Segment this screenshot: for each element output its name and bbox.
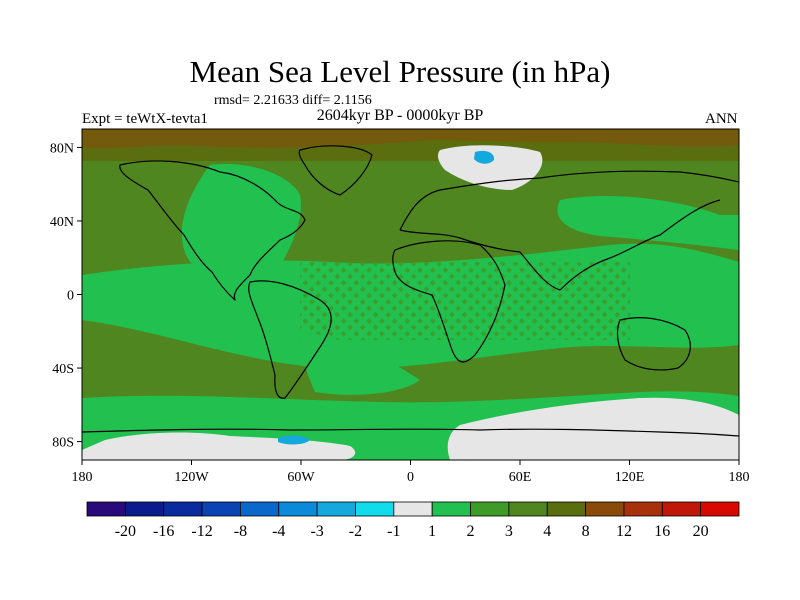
colorbar-label: -2 bbox=[349, 523, 362, 540]
colorbar-label: 3 bbox=[505, 523, 513, 540]
x-tick-label: 60W bbox=[287, 470, 315, 485]
colorbar-label: -3 bbox=[310, 523, 323, 540]
colorbar-label: -12 bbox=[191, 523, 212, 540]
colorbar-swatch bbox=[316, 501, 356, 517]
colorbar-label: -1 bbox=[387, 523, 400, 540]
colorbar-swatch bbox=[431, 501, 471, 517]
colorbar-swatch bbox=[585, 501, 625, 517]
coastlines bbox=[82, 145, 739, 437]
colorbar-swatch bbox=[86, 501, 126, 517]
coast-greenland bbox=[298, 145, 373, 196]
colorbar-label: 1 bbox=[428, 523, 436, 540]
x-tick-label: 0 bbox=[407, 470, 414, 485]
rmsd-diff-stats: rmsd= 2.21633 diff= 2.1156 bbox=[214, 93, 372, 108]
colorbar-label: 12 bbox=[616, 523, 632, 540]
x-tick-label: 120W bbox=[174, 470, 209, 485]
x-tick-label: 120E bbox=[615, 470, 645, 485]
y-tick-label: 0 bbox=[67, 289, 74, 304]
y-tick-label: 80S bbox=[52, 436, 74, 451]
field-weddell-low bbox=[278, 435, 310, 445]
colorbar-label: 20 bbox=[693, 523, 709, 540]
colorbar-label: 8 bbox=[582, 523, 590, 540]
colorbar-swatch bbox=[546, 501, 586, 517]
colorbar-swatch bbox=[393, 501, 433, 517]
colorbar-swatch bbox=[508, 501, 548, 517]
colorbar-label: -20 bbox=[115, 523, 136, 540]
field-barents-kara-low bbox=[437, 145, 543, 190]
y-tick-label: 80N bbox=[50, 141, 74, 156]
x-tick-label: 60E bbox=[509, 470, 532, 485]
season-label: ANN bbox=[705, 111, 738, 127]
colorbar-swatch bbox=[470, 501, 510, 517]
coast-north-america bbox=[119, 160, 306, 301]
colorbar-label: -4 bbox=[272, 523, 285, 540]
colorbar-label: 16 bbox=[654, 523, 670, 540]
y-tick-label: 40S bbox=[52, 362, 74, 377]
coast-antarctica bbox=[82, 428, 739, 437]
colorbar-swatch bbox=[240, 501, 280, 517]
colorbar-label: 2 bbox=[467, 523, 475, 540]
colorbar-swatch bbox=[623, 501, 663, 517]
map-field bbox=[82, 129, 739, 460]
field-barents-core bbox=[474, 150, 495, 164]
colorbar-swatch bbox=[700, 501, 740, 517]
x-tick-label: 180 bbox=[72, 470, 93, 485]
y-axis: 80N 40N 0 40S 80S bbox=[50, 141, 82, 451]
colorbar-label: -8 bbox=[234, 523, 247, 540]
field-arctic-margin bbox=[82, 129, 739, 149]
experiment-label: Expt = teWtX-tevta1 bbox=[82, 111, 208, 127]
field-north-atlantic-high bbox=[181, 164, 301, 281]
colorbar-swatch bbox=[124, 501, 165, 517]
colorbar-swatch bbox=[163, 501, 203, 517]
colorbar-label: -16 bbox=[153, 523, 174, 540]
colorbar-label: 4 bbox=[543, 523, 551, 540]
coast-australia bbox=[616, 317, 691, 371]
field-south-atlantic bbox=[300, 330, 420, 395]
colorbar-swatch bbox=[661, 501, 702, 517]
field-north-pacific bbox=[557, 195, 739, 250]
colorbar-swatch bbox=[355, 501, 395, 517]
colorbar-swatch bbox=[201, 501, 241, 517]
coast-eurasia bbox=[399, 170, 739, 291]
colorbar-swatch bbox=[278, 501, 318, 517]
x-tick-label: 180 bbox=[729, 470, 750, 485]
field-east-antarctica bbox=[447, 397, 739, 460]
y-tick-label: 40N bbox=[50, 215, 74, 230]
coast-south-america bbox=[248, 280, 332, 399]
coast-africa bbox=[392, 240, 506, 363]
colorbar: -20 -16 -12 -8 -4 -3 -2 -1 1 2 3 4 8 12 16 20 bbox=[86, 501, 740, 540]
time-period-label: 2604kyr BP - 0000kyr BP bbox=[316, 107, 484, 124]
chart-title: Mean Sea Level Pressure (in hPa) bbox=[189, 54, 611, 89]
field-tropical-stipple bbox=[300, 262, 630, 340]
x-axis: 180 120W 60W 0 60E 120E 180 bbox=[72, 460, 750, 485]
